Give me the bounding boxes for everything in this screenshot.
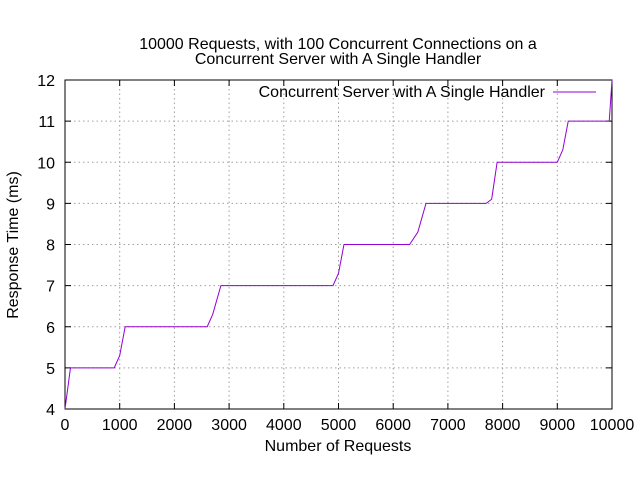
- x-axis-label: Number of Requests: [265, 438, 412, 455]
- y-tick-label: 7: [46, 279, 55, 296]
- x-tick-label: 7000: [430, 417, 466, 434]
- y-tick-label: 10: [37, 155, 55, 172]
- x-tick-label: 4000: [266, 417, 302, 434]
- x-tick-label: 5000: [321, 417, 357, 434]
- chart-title-line: 10000 Requests, with 100 Concurrent Conn…: [139, 36, 537, 53]
- grid: [65, 80, 612, 409]
- x-tick-label: 9000: [540, 417, 576, 434]
- y-tick-label: 8: [46, 238, 55, 255]
- chart-title: 10000 Requests, with 100 Concurrent Conn…: [139, 36, 537, 68]
- x-tick-label: 2000: [157, 417, 193, 434]
- x-tick-label: 10000: [590, 417, 635, 434]
- series-group: [64, 79, 613, 410]
- x-axis: 0 1000 2000 3000 4000 5000 6000 7000 8000 9000 100…: [61, 80, 635, 434]
- x-tick-label: 1000: [102, 417, 138, 434]
- legend: Concurrent Server with A Single Handler: [259, 84, 596, 101]
- y-tick-label: 11: [38, 114, 55, 131]
- x-tick-label: 0: [61, 417, 70, 434]
- y-axis: 4 5 6 7 8 9 10 11 12: [37, 73, 612, 419]
- x-tick-label: 6000: [375, 417, 411, 434]
- x-tick-label: 3000: [211, 417, 247, 434]
- legend-label: Concurrent Server with A Single Handler: [259, 84, 546, 101]
- y-tick-label: 6: [46, 320, 55, 337]
- series-line: [64, 79, 613, 410]
- y-tick-label: 5: [46, 361, 55, 378]
- chart-title-line: Concurrent Server with A Single Handler: [195, 51, 482, 68]
- y-tick-label: 12: [37, 73, 55, 90]
- y-tick-label: 4: [46, 402, 55, 419]
- y-tick-label: 9: [46, 196, 55, 213]
- x-tick-label: 8000: [485, 417, 521, 434]
- y-axis-label: Response Time (ms): [5, 171, 22, 319]
